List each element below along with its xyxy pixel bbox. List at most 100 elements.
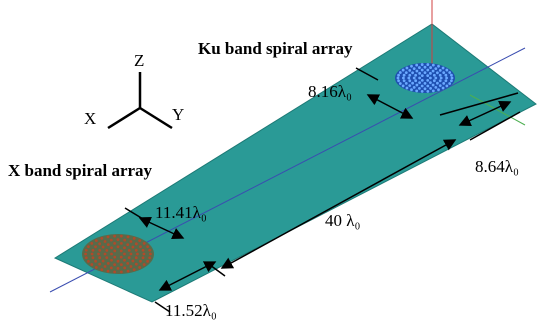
array-element xyxy=(94,245,97,248)
array-element xyxy=(138,239,141,242)
array-element xyxy=(143,263,146,266)
array-element xyxy=(107,243,110,246)
array-element xyxy=(414,74,417,77)
array-element xyxy=(418,87,421,90)
array-element xyxy=(133,268,136,271)
array-element xyxy=(408,74,411,77)
array-element xyxy=(433,74,436,77)
array-element xyxy=(426,90,429,93)
array-element xyxy=(411,82,414,85)
array-element xyxy=(426,74,429,77)
array-element xyxy=(418,72,421,75)
array-element xyxy=(84,253,87,256)
array-element xyxy=(451,77,454,80)
array-element xyxy=(107,270,110,273)
axis-triad xyxy=(108,72,172,128)
array-element xyxy=(406,87,409,90)
array-element xyxy=(104,240,107,243)
array-element xyxy=(433,79,436,82)
array-element xyxy=(439,74,442,77)
array-element xyxy=(110,259,113,262)
array-element xyxy=(442,82,445,85)
array-element xyxy=(104,253,107,256)
array-element xyxy=(142,249,145,252)
array-element xyxy=(442,67,445,70)
array-element xyxy=(429,66,432,69)
array-element xyxy=(408,79,411,82)
array-element xyxy=(123,239,126,242)
array-element xyxy=(113,271,116,274)
array-element xyxy=(432,84,435,87)
array-element xyxy=(120,235,123,238)
array-element xyxy=(131,260,134,263)
array-element xyxy=(126,243,129,246)
array-element xyxy=(426,85,429,88)
array-element xyxy=(434,67,437,70)
array-element xyxy=(139,260,142,263)
array-element xyxy=(439,84,442,87)
array-element xyxy=(436,71,439,74)
array-element xyxy=(445,69,448,72)
array-element xyxy=(421,90,424,93)
array-element xyxy=(413,67,416,70)
array-element xyxy=(117,260,120,263)
array-element xyxy=(406,67,409,70)
array-element xyxy=(442,87,445,90)
array-element xyxy=(399,82,402,85)
array-element xyxy=(429,87,432,90)
array-element xyxy=(127,235,130,238)
array-element xyxy=(146,245,149,248)
array-element xyxy=(117,267,120,270)
array-element xyxy=(94,260,97,263)
array-element xyxy=(429,77,432,80)
array-element xyxy=(105,249,108,252)
array-element xyxy=(408,69,411,72)
axis-label-y: Y xyxy=(172,105,184,124)
array-element xyxy=(418,77,421,80)
array-element xyxy=(87,260,90,263)
array-element xyxy=(98,249,101,252)
array-element xyxy=(130,253,133,256)
array-element xyxy=(97,253,100,256)
array-element xyxy=(113,256,116,259)
array-element xyxy=(437,88,440,91)
array-element xyxy=(397,74,400,77)
array-element xyxy=(90,242,93,245)
array-element xyxy=(123,246,126,249)
array-element xyxy=(421,69,424,72)
array-element xyxy=(444,79,447,82)
array-element xyxy=(148,249,151,252)
array-element xyxy=(120,271,123,274)
array-element xyxy=(403,74,406,77)
array-element xyxy=(402,69,405,72)
array-element xyxy=(439,79,442,82)
array-element xyxy=(126,262,129,265)
array-element xyxy=(98,263,101,266)
array-element xyxy=(424,71,427,74)
array-element xyxy=(91,253,94,256)
array-element xyxy=(444,74,447,77)
array-element xyxy=(421,74,424,77)
array-element xyxy=(135,249,138,252)
array-element xyxy=(139,245,142,248)
array-element xyxy=(117,238,120,241)
array-element xyxy=(415,89,418,92)
array-element xyxy=(110,239,113,242)
array-element xyxy=(143,253,146,256)
array-element xyxy=(136,253,139,256)
array-element xyxy=(95,266,98,269)
array-element xyxy=(92,256,95,259)
axis-label-x: X xyxy=(84,109,96,128)
array-element xyxy=(95,239,98,242)
array-element xyxy=(426,63,429,66)
array-element xyxy=(410,88,413,91)
array-element xyxy=(128,249,131,252)
array-element xyxy=(450,79,453,82)
array-element xyxy=(418,66,421,69)
array-element xyxy=(117,245,120,248)
array-element xyxy=(130,240,133,243)
array-element xyxy=(120,249,123,252)
array-element xyxy=(146,260,149,263)
array-element xyxy=(434,77,437,80)
array-element xyxy=(450,74,453,77)
